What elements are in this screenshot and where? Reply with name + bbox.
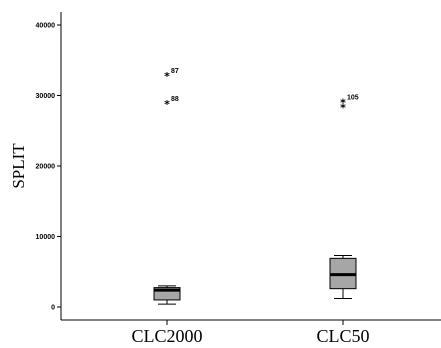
outlier-label: 87 [171, 68, 179, 75]
outlier-star: * [164, 70, 170, 83]
y-tick-label: 30000 [36, 93, 56, 100]
outlier-star: * [164, 98, 170, 111]
box-clc2000: * 87* 88 [153, 68, 181, 305]
x-category-label: CLC2000 [131, 326, 202, 346]
outlier-star: * [340, 97, 346, 110]
y-tick-label: 20000 [36, 164, 56, 171]
y-tick-label: 0 [51, 305, 55, 312]
boxes-group: * 87* 88 * 105* [153, 68, 359, 305]
x-category-label: CLC50 [316, 326, 369, 346]
y-tick-label: 10000 [36, 234, 56, 241]
outlier-label: 88 [171, 96, 179, 103]
box-clc50: * 105* [329, 95, 359, 300]
y-axis-title: SPLIT [9, 143, 28, 189]
y-ticks-group: 0 10000 20000 30000 40000 [36, 23, 61, 312]
outlier-star: * [340, 101, 346, 114]
category-labels-group: CLC2000 CLC50 [131, 320, 370, 346]
outlier-label: 105 [347, 95, 359, 102]
y-tick-label: 40000 [36, 23, 56, 30]
